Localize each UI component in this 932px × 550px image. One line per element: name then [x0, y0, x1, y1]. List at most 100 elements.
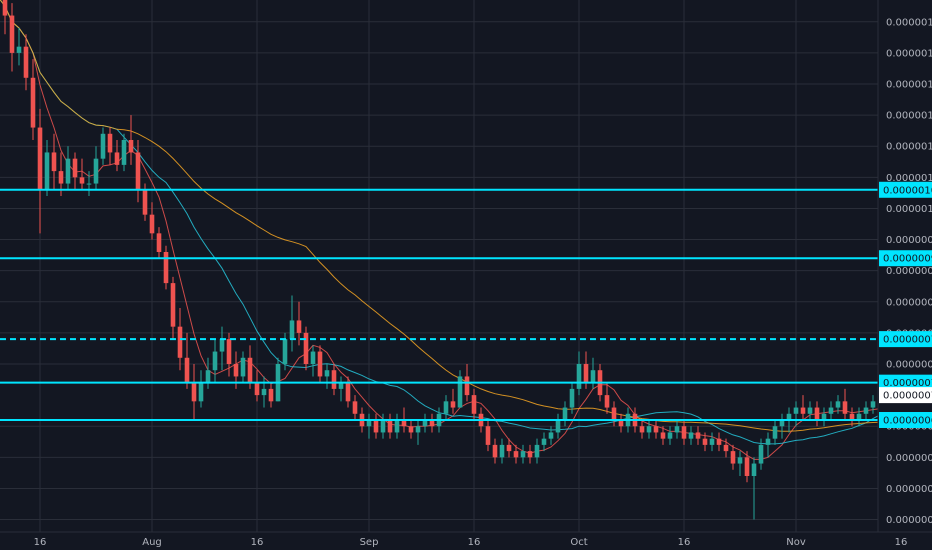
candle-body	[72, 158, 78, 178]
candle-body	[506, 444, 512, 452]
candle-body	[9, 15, 15, 53]
candle-body	[324, 370, 330, 377]
candle-body	[135, 152, 141, 190]
candle-body	[44, 152, 50, 190]
candle-body	[863, 407, 869, 414]
time-axis[interactable]: 16Aug16Sep16Oct16Nov16Dec16202016Feb16Ma…	[34, 537, 932, 548]
candle-body	[870, 401, 876, 408]
candle-body	[779, 420, 785, 427]
level-price-label-bg	[879, 331, 932, 348]
candle-body	[541, 438, 547, 445]
candle-body	[65, 158, 71, 184]
candle-body	[737, 457, 743, 464]
price-tick-label: 0.00000120	[886, 80, 932, 91]
candle-body	[16, 46, 22, 53]
candle-body	[618, 420, 624, 427]
candle-body	[758, 444, 764, 464]
candle-body	[681, 426, 687, 439]
current-price-label-bg	[879, 387, 932, 404]
candle-body	[765, 438, 771, 445]
price-tick-label: 0.00000095	[886, 235, 932, 246]
candle-body	[807, 407, 813, 414]
candle-body	[443, 401, 449, 414]
candle-body	[142, 189, 148, 215]
candle-body	[247, 357, 253, 383]
candle-body	[464, 376, 470, 396]
candle-body	[674, 426, 680, 433]
candle-body	[226, 339, 232, 364]
candle-body	[660, 432, 666, 439]
time-tick-label: 16	[34, 537, 47, 548]
level-price-label-bg	[879, 250, 932, 267]
price-tick-label: 0.00000110	[886, 142, 932, 153]
candle-body	[254, 382, 260, 396]
candle-body	[555, 420, 561, 433]
price-tick-label: 0.00000090	[886, 266, 932, 277]
candle-body	[58, 171, 64, 184]
candle-body	[646, 426, 652, 433]
candle-body	[107, 133, 113, 153]
candle-body	[310, 351, 316, 364]
candle-body	[240, 357, 246, 377]
time-tick-label: 16	[895, 537, 908, 548]
candle-body	[177, 326, 183, 358]
candle-body	[296, 320, 302, 333]
current-price-label: 0.00000070	[883, 391, 932, 402]
candle-body	[30, 77, 36, 128]
level-price-label: 0.00000072	[883, 378, 932, 389]
candle-body	[338, 382, 344, 389]
candle-body	[429, 420, 435, 427]
price-tick-label: 0.00000060	[886, 453, 932, 464]
price-axis-background	[878, 0, 932, 550]
candle-body	[814, 407, 820, 420]
candle-body	[170, 283, 176, 327]
candle-body	[121, 140, 127, 165]
candle-body	[513, 451, 519, 458]
candle-body	[786, 413, 792, 420]
candle-body	[149, 214, 155, 234]
candle-body	[800, 407, 806, 414]
candle-body	[114, 152, 120, 165]
time-tick-label: 16	[251, 537, 264, 548]
time-tick-label: Sep	[360, 537, 379, 548]
candle-body	[93, 158, 99, 184]
time-tick-label: Nov	[786, 537, 806, 548]
candle-body	[856, 413, 862, 420]
candle-body	[2, 0, 8, 16]
price-tick-label: 0.00000130	[886, 17, 932, 28]
candle-body	[576, 364, 582, 389]
candle-body	[205, 370, 211, 383]
price-tick-label: 0.00000050	[886, 515, 932, 526]
candle-body	[590, 370, 596, 383]
candle-body	[156, 233, 162, 252]
candle-body	[79, 177, 85, 184]
candle-body	[835, 401, 841, 408]
candle-body	[667, 432, 673, 439]
candle-body	[611, 407, 617, 420]
candle-body	[408, 426, 414, 433]
candle-body	[387, 420, 393, 433]
candle-body	[394, 420, 400, 433]
candle-body	[457, 376, 463, 408]
candle-body	[422, 420, 428, 427]
candle-body	[289, 320, 295, 340]
candle-body	[450, 401, 456, 408]
candle-body	[569, 388, 575, 408]
price-axis-labels: 0.00000103 0.00000092 0.00000079 0.00000072…	[879, 181, 932, 428]
candle-body	[212, 351, 218, 371]
candle-body	[716, 438, 722, 445]
candle-body	[485, 426, 491, 445]
candle-body	[688, 432, 694, 439]
candle-body	[233, 364, 239, 377]
level-price-label: 0.00000066	[883, 416, 932, 427]
level-price-label: 0.00000103	[883, 185, 932, 196]
candle-body	[345, 382, 351, 402]
candle-body	[723, 444, 729, 452]
price-tick-label: 0.00000125	[886, 48, 932, 59]
candle-body	[548, 432, 554, 439]
candle-body	[100, 133, 106, 159]
candle-body	[520, 451, 526, 458]
ma-slow-line	[0, 0, 932, 432]
horizontal-levels	[0, 188, 878, 421]
